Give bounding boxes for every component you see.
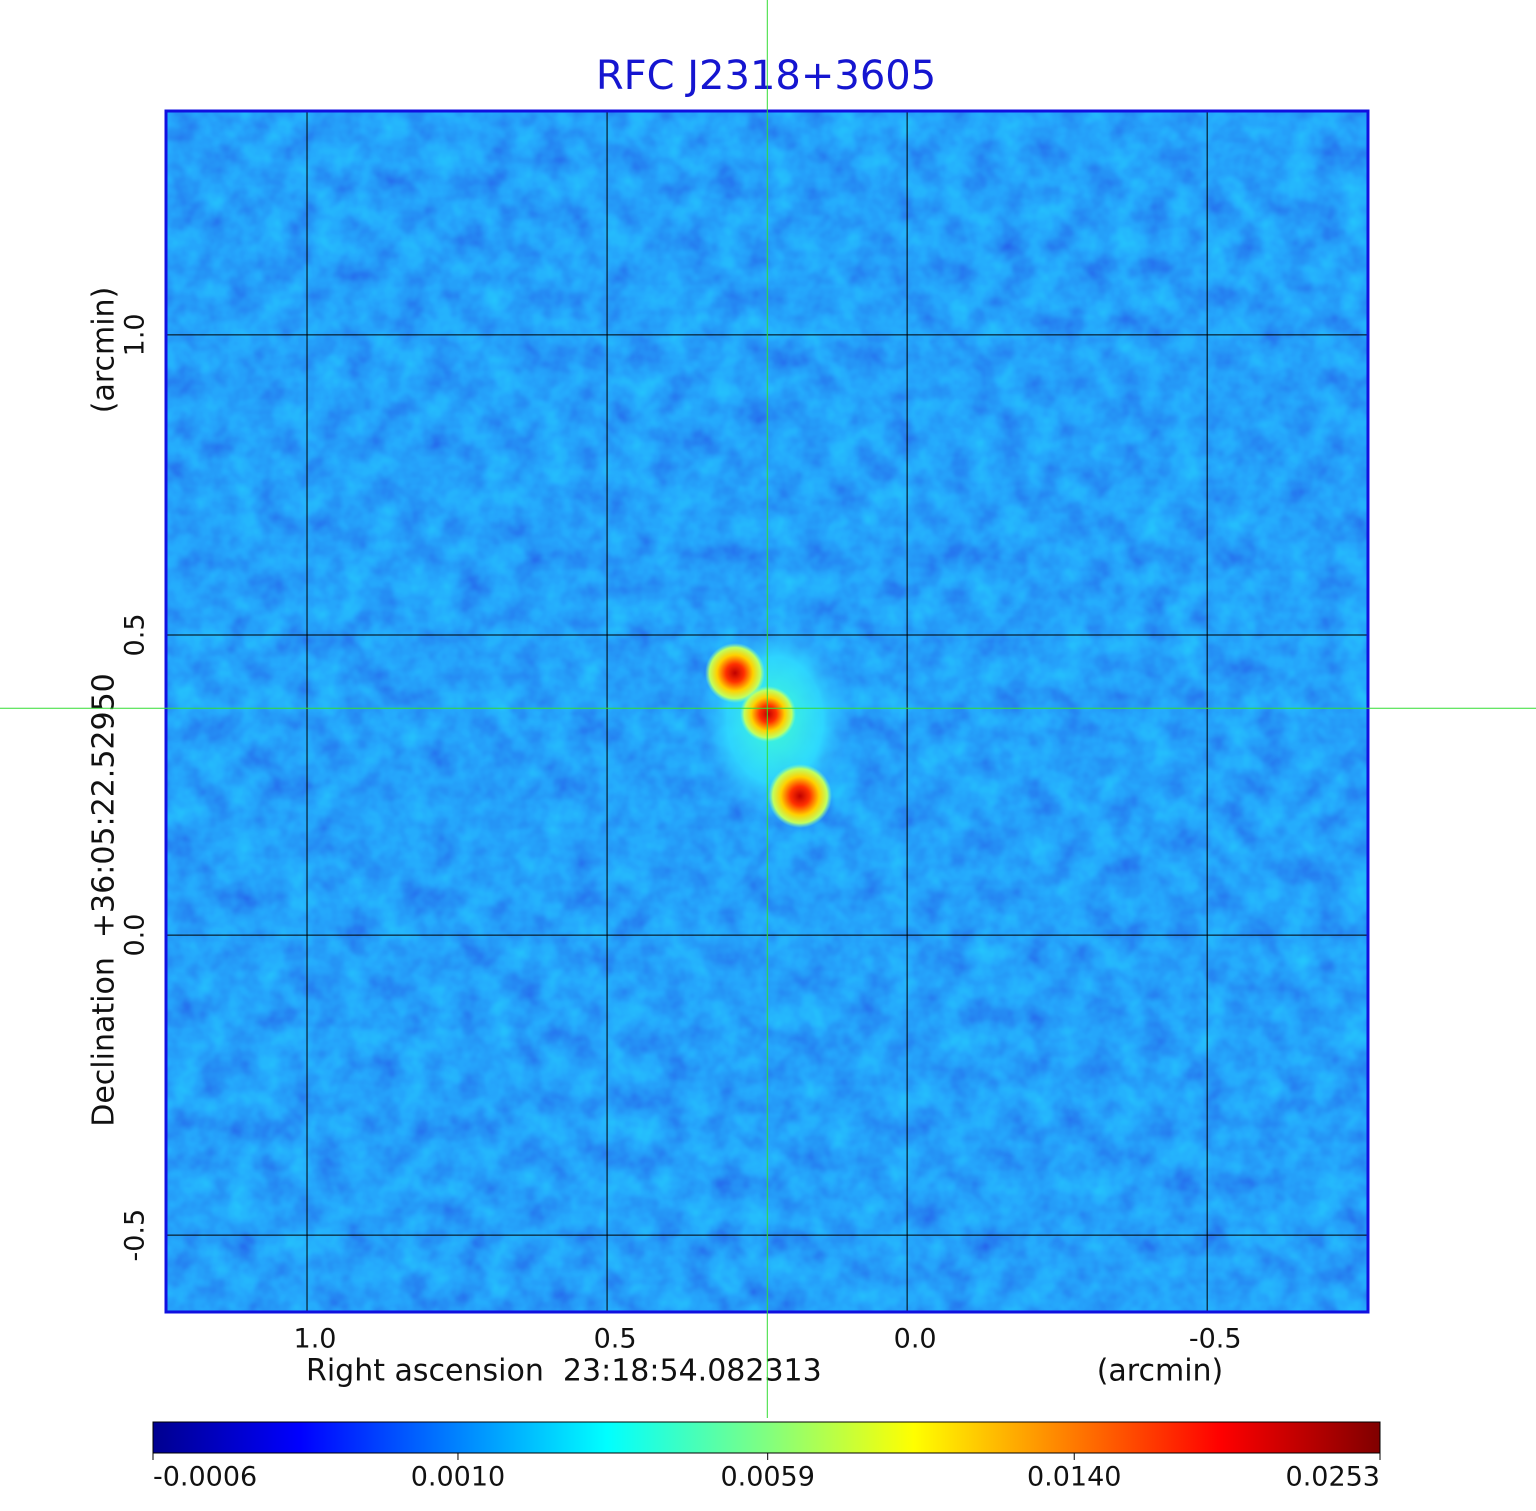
- y-tick-label: -0.5: [120, 1209, 151, 1262]
- colorbar-tick-label: 0.0010: [411, 1462, 505, 1493]
- y-axis-label: Declination +36:05:22.52950: [87, 673, 122, 1127]
- x-tick-label: 0.5: [594, 1324, 637, 1355]
- colorbar-tick-label: -0.0006: [153, 1462, 257, 1493]
- y-tick-label: 0.5: [120, 613, 151, 656]
- x-axis-label: Right ascension 23:18:54.082313: [306, 1354, 822, 1389]
- y-tick-label: 1.0: [120, 313, 151, 356]
- y-tick-label: 0.0: [120, 914, 151, 957]
- x-tick-label: 0.0: [894, 1324, 937, 1355]
- colorbar-tick-label: 0.0059: [720, 1462, 814, 1493]
- chart-title: RFC J2318+3605: [596, 53, 936, 99]
- x-tick-label: -0.5: [1189, 1324, 1242, 1355]
- colorbar: [152, 1421, 1381, 1454]
- x-axis-unit: (arcmin): [1097, 1354, 1224, 1389]
- y-axis-unit: (arcmin): [87, 287, 122, 414]
- colorbar-tick-label: 0.0253: [1286, 1462, 1380, 1493]
- colorbar-tick-label: 0.0140: [1027, 1462, 1121, 1493]
- x-tick-label: 1.0: [294, 1324, 337, 1355]
